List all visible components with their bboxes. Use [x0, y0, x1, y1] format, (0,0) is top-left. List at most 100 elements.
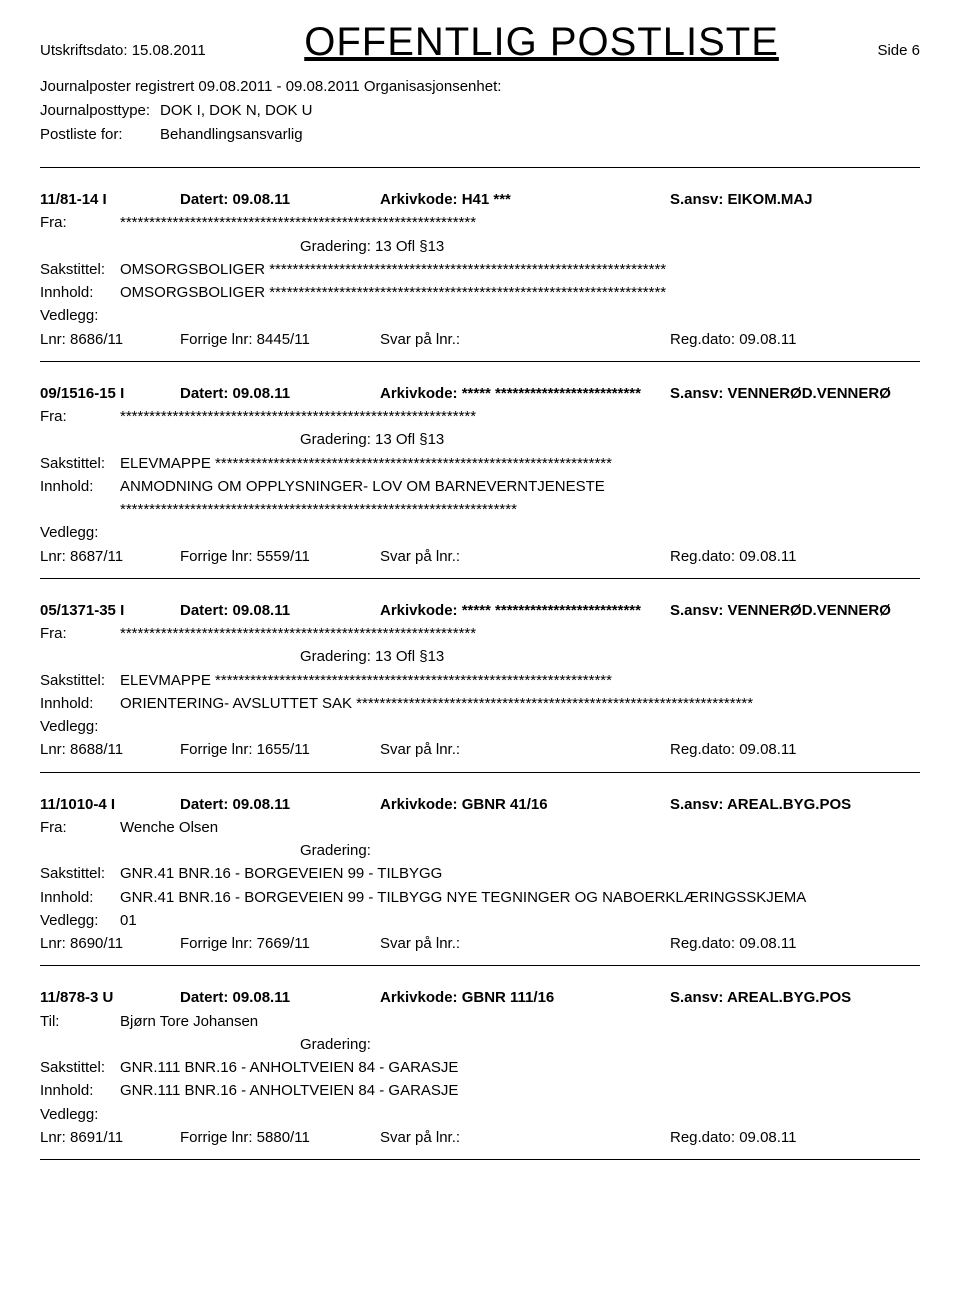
party-label: Til: — [40, 1010, 120, 1033]
party-value: ****************************************… — [120, 405, 476, 428]
entry-lnr: Lnr: 8691/11 — [40, 1126, 180, 1149]
postliste-value: Behandlingsansvarlig — [160, 123, 303, 147]
entry-lnr: Lnr: 8687/11 — [40, 545, 180, 568]
journal-entry: 09/1516-15 I Datert: 09.08.11 Arkivkode:… — [40, 382, 920, 579]
entry-datert: Datert: 09.08.11 — [180, 188, 380, 211]
vedlegg-label: Vedlegg: — [40, 304, 120, 327]
entry-gradering: Gradering: — [300, 1033, 920, 1056]
entry-datert: Datert: 09.08.11 — [180, 599, 380, 622]
entry-ref: 11/1010-4 I — [40, 793, 180, 816]
sakstittel-label: Sakstittel: — [40, 862, 120, 885]
vedlegg-label: Vedlegg: — [40, 909, 120, 932]
party-label: Fra: — [40, 405, 120, 428]
entry-regdato: Reg.dato: 09.08.11 — [670, 932, 920, 955]
entry-gradering: Gradering: 13 Ofl §13 — [300, 645, 920, 668]
sakstittel-value: GNR.111 BNR.16 - ANHOLTVEIEN 84 - GARASJ… — [120, 1056, 458, 1079]
postliste-label: Postliste for: — [40, 123, 160, 147]
party-label: Fra: — [40, 622, 120, 645]
entry-ref: 05/1371-35 I — [40, 599, 180, 622]
party-value: Wenche Olsen — [120, 816, 218, 839]
entry-forrige-lnr: Forrige lnr: 8445/11 — [180, 328, 380, 351]
innhold-label: Innhold: — [40, 475, 120, 522]
entry-lnr: Lnr: 8686/11 — [40, 328, 180, 351]
sakstittel-label: Sakstittel: — [40, 669, 120, 692]
sakstittel-value: ELEVMAPPE ******************************… — [120, 669, 612, 692]
innhold-value: GNR.111 BNR.16 - ANHOLTVEIEN 84 - GARASJ… — [120, 1079, 458, 1102]
entry-regdato: Reg.dato: 09.08.11 — [670, 328, 920, 351]
entries-container: 11/81-14 I Datert: 09.08.11 Arkivkode: H… — [40, 188, 920, 1160]
entry-svar: Svar på lnr.: — [380, 328, 670, 351]
entry-sansv: S.ansv: EIKOM.MAJ — [670, 188, 920, 211]
sakstittel-label: Sakstittel: — [40, 452, 120, 475]
journal-entry: 11/81-14 I Datert: 09.08.11 Arkivkode: H… — [40, 188, 920, 362]
innhold-value: ORIENTERING- AVSLUTTET SAK *************… — [120, 692, 753, 715]
entry-regdato: Reg.dato: 09.08.11 — [670, 1126, 920, 1149]
party-value: ****************************************… — [120, 211, 476, 234]
jp-type-value: DOK I, DOK N, DOK U — [160, 99, 313, 123]
entry-datert: Datert: 09.08.11 — [180, 793, 380, 816]
jp-type-label: Journalposttype: — [40, 99, 160, 123]
print-date-label: Utskriftsdato: — [40, 42, 128, 59]
entry-arkivkode: Arkivkode: GBNR 41/16 — [380, 793, 670, 816]
entry-forrige-lnr: Forrige lnr: 1655/11 — [180, 738, 380, 761]
party-value: ****************************************… — [120, 622, 476, 645]
sakstittel-label: Sakstittel: — [40, 258, 120, 281]
entry-arkivkode: Arkivkode: ***** ***********************… — [380, 382, 670, 405]
sakstittel-value: ELEVMAPPE ******************************… — [120, 452, 612, 475]
entry-sansv: S.ansv: AREAL.BYG.POS — [670, 986, 920, 1009]
entry-svar: Svar på lnr.: — [380, 738, 670, 761]
party-label: Fra: — [40, 816, 120, 839]
innhold-value: OMSORGSBOLIGER *************************… — [120, 281, 666, 304]
entry-regdato: Reg.dato: 09.08.11 — [670, 738, 920, 761]
party-value: Bjørn Tore Johansen — [120, 1010, 258, 1033]
entry-gradering: Gradering: 13 Ofl §13 — [300, 235, 920, 258]
sakstittel-label: Sakstittel: — [40, 1056, 120, 1079]
entry-lnr: Lnr: 8688/11 — [40, 738, 180, 761]
entry-arkivkode: Arkivkode: GBNR 111/16 — [380, 986, 670, 1009]
jp-reg-range: 09.08.2011 - 09.08.2011 — [198, 75, 359, 99]
entry-forrige-lnr: Forrige lnr: 5559/11 — [180, 545, 380, 568]
vedlegg-label: Vedlegg: — [40, 1103, 120, 1126]
print-date-block: Utskriftsdato: 15.08.2011 — [40, 42, 206, 59]
entry-ref: 09/1516-15 I — [40, 382, 180, 405]
party-label: Fra: — [40, 211, 120, 234]
entry-forrige-lnr: Forrige lnr: 5880/11 — [180, 1126, 380, 1149]
innhold-value: GNR.41 BNR.16 - BORGEVEIEN 99 - TILBYGG … — [120, 886, 806, 909]
journal-entry: 11/878-3 U Datert: 09.08.11 Arkivkode: G… — [40, 986, 920, 1160]
innhold-label: Innhold: — [40, 886, 120, 909]
entry-gradering: Gradering: — [300, 839, 920, 862]
innhold-label: Innhold: — [40, 1079, 120, 1102]
entry-datert: Datert: 09.08.11 — [180, 382, 380, 405]
journal-entry: 11/1010-4 I Datert: 09.08.11 Arkivkode: … — [40, 793, 920, 967]
entry-ref: 11/878-3 U — [40, 986, 180, 1009]
innhold-label: Innhold: — [40, 692, 120, 715]
journal-entry: 05/1371-35 I Datert: 09.08.11 Arkivkode:… — [40, 599, 920, 773]
jp-reg-label: Journalposter registrert — [40, 75, 194, 99]
vedlegg-label: Vedlegg: — [40, 715, 120, 738]
sakstittel-value: OMSORGSBOLIGER *************************… — [120, 258, 666, 281]
entry-svar: Svar på lnr.: — [380, 545, 670, 568]
innhold-label: Innhold: — [40, 281, 120, 304]
entry-datert: Datert: 09.08.11 — [180, 986, 380, 1009]
entry-regdato: Reg.dato: 09.08.11 — [670, 545, 920, 568]
entry-sansv: S.ansv: VENNERØD.VENNERØ — [670, 382, 920, 405]
print-date-value: 15.08.2011 — [132, 42, 206, 59]
page-header: Utskriftsdato: 15.08.2011 OFFENTLIG POST… — [40, 20, 920, 65]
entry-lnr: Lnr: 8690/11 — [40, 932, 180, 955]
entry-svar: Svar på lnr.: — [380, 932, 670, 955]
page-title: OFFENTLIG POSTLISTE — [206, 20, 878, 65]
meta-block: Journalposter registrert 09.08.2011 - 09… — [40, 75, 920, 147]
entry-sansv: S.ansv: AREAL.BYG.POS — [670, 793, 920, 816]
page-number: Side 6 — [877, 42, 920, 59]
vedlegg-label: Vedlegg: — [40, 521, 120, 544]
entry-arkivkode: Arkivkode: ***** ***********************… — [380, 599, 670, 622]
sakstittel-value: GNR.41 BNR.16 - BORGEVEIEN 99 - TILBYGG — [120, 862, 442, 885]
entry-sansv: S.ansv: VENNERØD.VENNERØ — [670, 599, 920, 622]
entry-svar: Svar på lnr.: — [380, 1126, 670, 1149]
entry-ref: 11/81-14 I — [40, 188, 180, 211]
innhold-value: ANMODNING OM OPPLYSNINGER- LOV OM BARNEV… — [120, 475, 880, 522]
entry-gradering: Gradering: 13 Ofl §13 — [300, 428, 920, 451]
entry-arkivkode: Arkivkode: H41 *** — [380, 188, 670, 211]
entry-forrige-lnr: Forrige lnr: 7669/11 — [180, 932, 380, 955]
divider — [40, 167, 920, 168]
